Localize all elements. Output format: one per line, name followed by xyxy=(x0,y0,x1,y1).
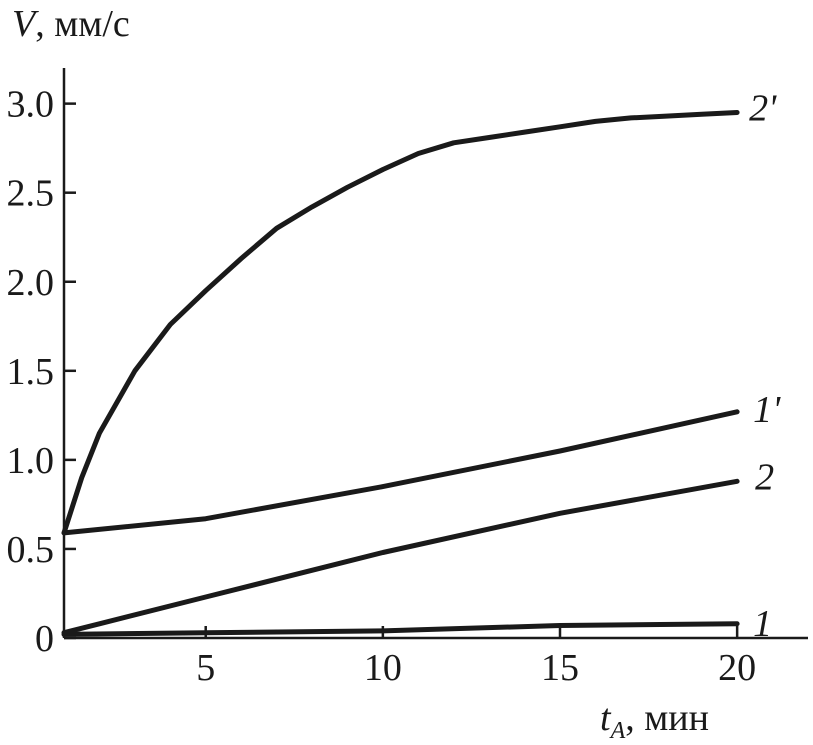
x-axis-symbol: t xyxy=(600,697,612,739)
y-tick-label: 1.0 xyxy=(7,440,55,482)
y-axis-unit: , мм/с xyxy=(35,3,130,45)
y-tick-label: 2.5 xyxy=(7,173,55,215)
y-ticks: 0 0.5 1.0 1.5 2.0 2.5 3.0 xyxy=(7,84,76,660)
y-tick-label: 2.0 xyxy=(7,262,55,304)
y-axis-symbol: V xyxy=(12,3,39,45)
x-tick-label: 10 xyxy=(364,647,402,689)
series-group: 2' 1' 2 1 xyxy=(61,88,781,645)
svg-text:V, мм/с: V, мм/с xyxy=(12,3,130,45)
series-line-1p xyxy=(61,409,740,536)
y-tick-label: 0 xyxy=(35,618,54,660)
svg-text:tA, мин: tA, мин xyxy=(600,697,709,744)
y-tick-label: 3.0 xyxy=(7,84,55,126)
x-axis-title: tA, мин xyxy=(600,697,709,744)
y-tick-label: 1.5 xyxy=(7,351,55,393)
series-label: 2 xyxy=(755,456,774,498)
y-tick-label: 0.5 xyxy=(7,529,55,571)
series-label: 2' xyxy=(749,88,777,130)
x-ticks: 5 10 15 20 xyxy=(196,626,756,689)
x-tick-label: 15 xyxy=(541,647,579,689)
y-axis-title: V, мм/с xyxy=(12,3,130,45)
x-axis-unit: , мин xyxy=(625,697,709,739)
x-axis-subscript: A xyxy=(609,718,626,744)
series-label: 1 xyxy=(753,603,772,645)
x-tick-label: 20 xyxy=(718,647,756,689)
series-line-1 xyxy=(61,621,740,637)
series-line-2 xyxy=(61,478,740,636)
series-line-2p xyxy=(61,110,740,536)
x-tick-label: 5 xyxy=(196,647,215,689)
series-label: 1' xyxy=(753,389,781,431)
